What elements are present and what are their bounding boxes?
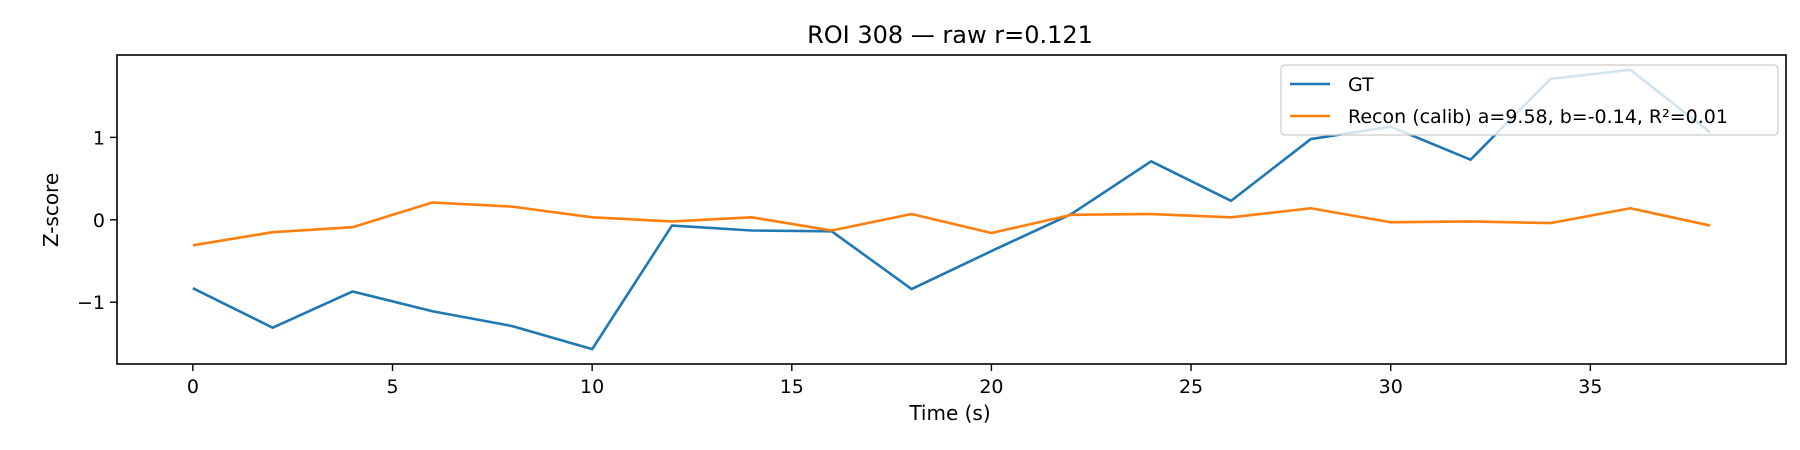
x-tick-label: 15	[780, 376, 804, 398]
legend-label-gt: GT	[1348, 74, 1374, 96]
chart-title: ROI 308 — raw r=0.121	[807, 21, 1093, 49]
series-line-recon	[192, 201, 1711, 247]
plot-area: 0 5 10 15 20 25 30 35 −1 0 1	[77, 54, 1787, 398]
y-axis-label: Z-score	[39, 173, 63, 247]
series-line-gt	[192, 68, 1711, 351]
x-axis-label: Time (s)	[908, 401, 990, 425]
x-tick-label: 20	[979, 376, 1003, 398]
legend-label-recon: Recon (calib) a=9.58, b=-0.14, R²=0.01	[1348, 106, 1728, 128]
axes-frame	[116, 54, 1787, 365]
x-tick-label: 30	[1379, 376, 1403, 398]
x-tick-label: 5	[386, 376, 398, 398]
legend: GT Recon (calib) a=9.58, b=-0.14, R²=0.01	[1280, 64, 1779, 136]
x-tick-label: 25	[1179, 376, 1203, 398]
x-tick-label: 0	[187, 376, 199, 398]
y-tick-label: −1	[77, 292, 105, 314]
y-tick-label: 0	[93, 210, 105, 232]
y-tick-label: 1	[93, 127, 105, 149]
x-tick-label: 35	[1578, 376, 1602, 398]
x-tick-label: 10	[580, 376, 604, 398]
legend-box	[1280, 64, 1779, 136]
